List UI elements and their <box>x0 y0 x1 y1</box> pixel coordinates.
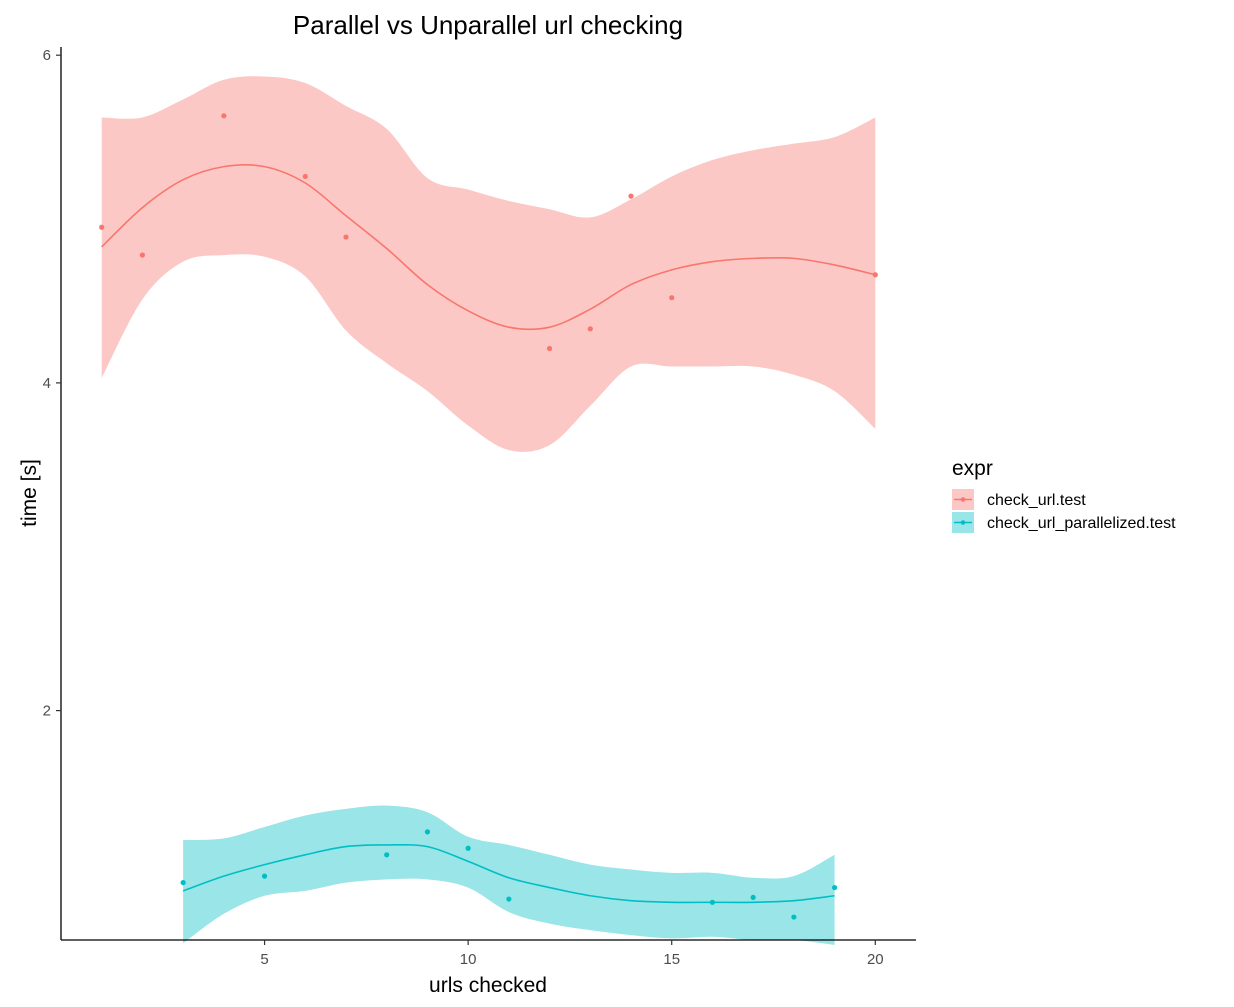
legend-label: check_url_parallelized.test <box>987 515 1176 532</box>
data-point <box>465 845 471 851</box>
data-point <box>546 345 553 352</box>
data-point <box>424 829 431 835</box>
x-tick-label: 15 <box>663 951 680 968</box>
y-ticks: 2 4 6 <box>43 47 61 720</box>
data-point <box>221 113 227 119</box>
data-point <box>343 234 349 240</box>
legend-key-point <box>960 520 966 525</box>
x-axis-title: urls checked <box>429 974 547 997</box>
data-point <box>669 295 675 301</box>
data-point <box>261 873 268 879</box>
y-axis-title: time [s] <box>18 459 41 527</box>
data-point <box>139 252 146 258</box>
data-point <box>99 224 105 230</box>
legend-title: expr <box>952 457 993 480</box>
x-tick-label: 20 <box>867 951 884 968</box>
data-point <box>831 884 838 891</box>
smooth-lines <box>101 163 876 904</box>
data-point <box>628 193 634 199</box>
legend-label: check_url.test <box>987 492 1086 509</box>
x-tick-label: 10 <box>460 951 477 968</box>
confidence-band-series-1 <box>101 76 876 452</box>
y-tick-label: 6 <box>43 47 51 64</box>
confidence-band-series-2 <box>183 805 835 945</box>
x-ticks: 5 10 15 20 <box>260 940 884 968</box>
confidence-bands <box>101 76 876 945</box>
y-tick-label: 2 <box>43 703 51 720</box>
data-point <box>302 173 308 180</box>
data-point <box>587 326 593 332</box>
data-point <box>750 894 756 901</box>
data-point <box>709 899 716 905</box>
data-point <box>384 852 390 858</box>
x-tick-label: 5 <box>260 951 268 968</box>
legend: expr check_url.test check_url_parallelize… <box>952 457 1176 533</box>
smooth-line-series-2 <box>182 843 835 904</box>
y-tick-label: 4 <box>43 375 51 392</box>
data-points <box>99 113 878 920</box>
chart-title: Parallel vs Unparallel url checking <box>293 10 683 40</box>
smooth-line-series-1 <box>101 163 876 331</box>
data-point <box>180 880 186 886</box>
data-point <box>791 914 797 920</box>
data-point <box>872 272 878 278</box>
data-point <box>506 896 512 902</box>
legend-items: check_url.test check_url_parallelized.tes… <box>952 489 1176 533</box>
legend-key-point <box>960 497 966 502</box>
